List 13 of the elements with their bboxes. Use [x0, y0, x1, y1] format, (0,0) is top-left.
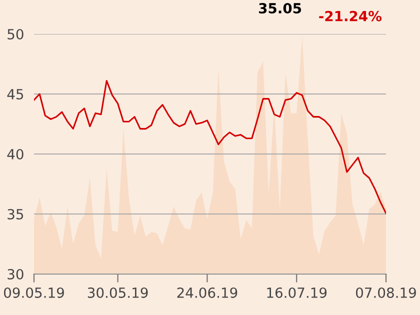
x-tick-label: 30.05.19	[88, 287, 148, 298]
y-tick-label: 30	[8, 268, 24, 280]
y-tick-label: 40	[7, 148, 24, 160]
x-tick-label: 16.07.19	[267, 287, 327, 298]
x-tick-label: 09.05.19	[4, 287, 64, 298]
y-tick-label: 50	[8, 28, 24, 40]
x-tick-label: 24.06.19	[177, 287, 238, 298]
x-tick-label: 07.08.19	[356, 287, 416, 298]
y-tick-label: 35	[8, 208, 24, 220]
text: -21.24%	[319, 10, 382, 22]
y-tick-label: 45	[7, 89, 24, 100]
line-series	[34, 80, 386, 214]
text: 35.05	[259, 2, 302, 14]
